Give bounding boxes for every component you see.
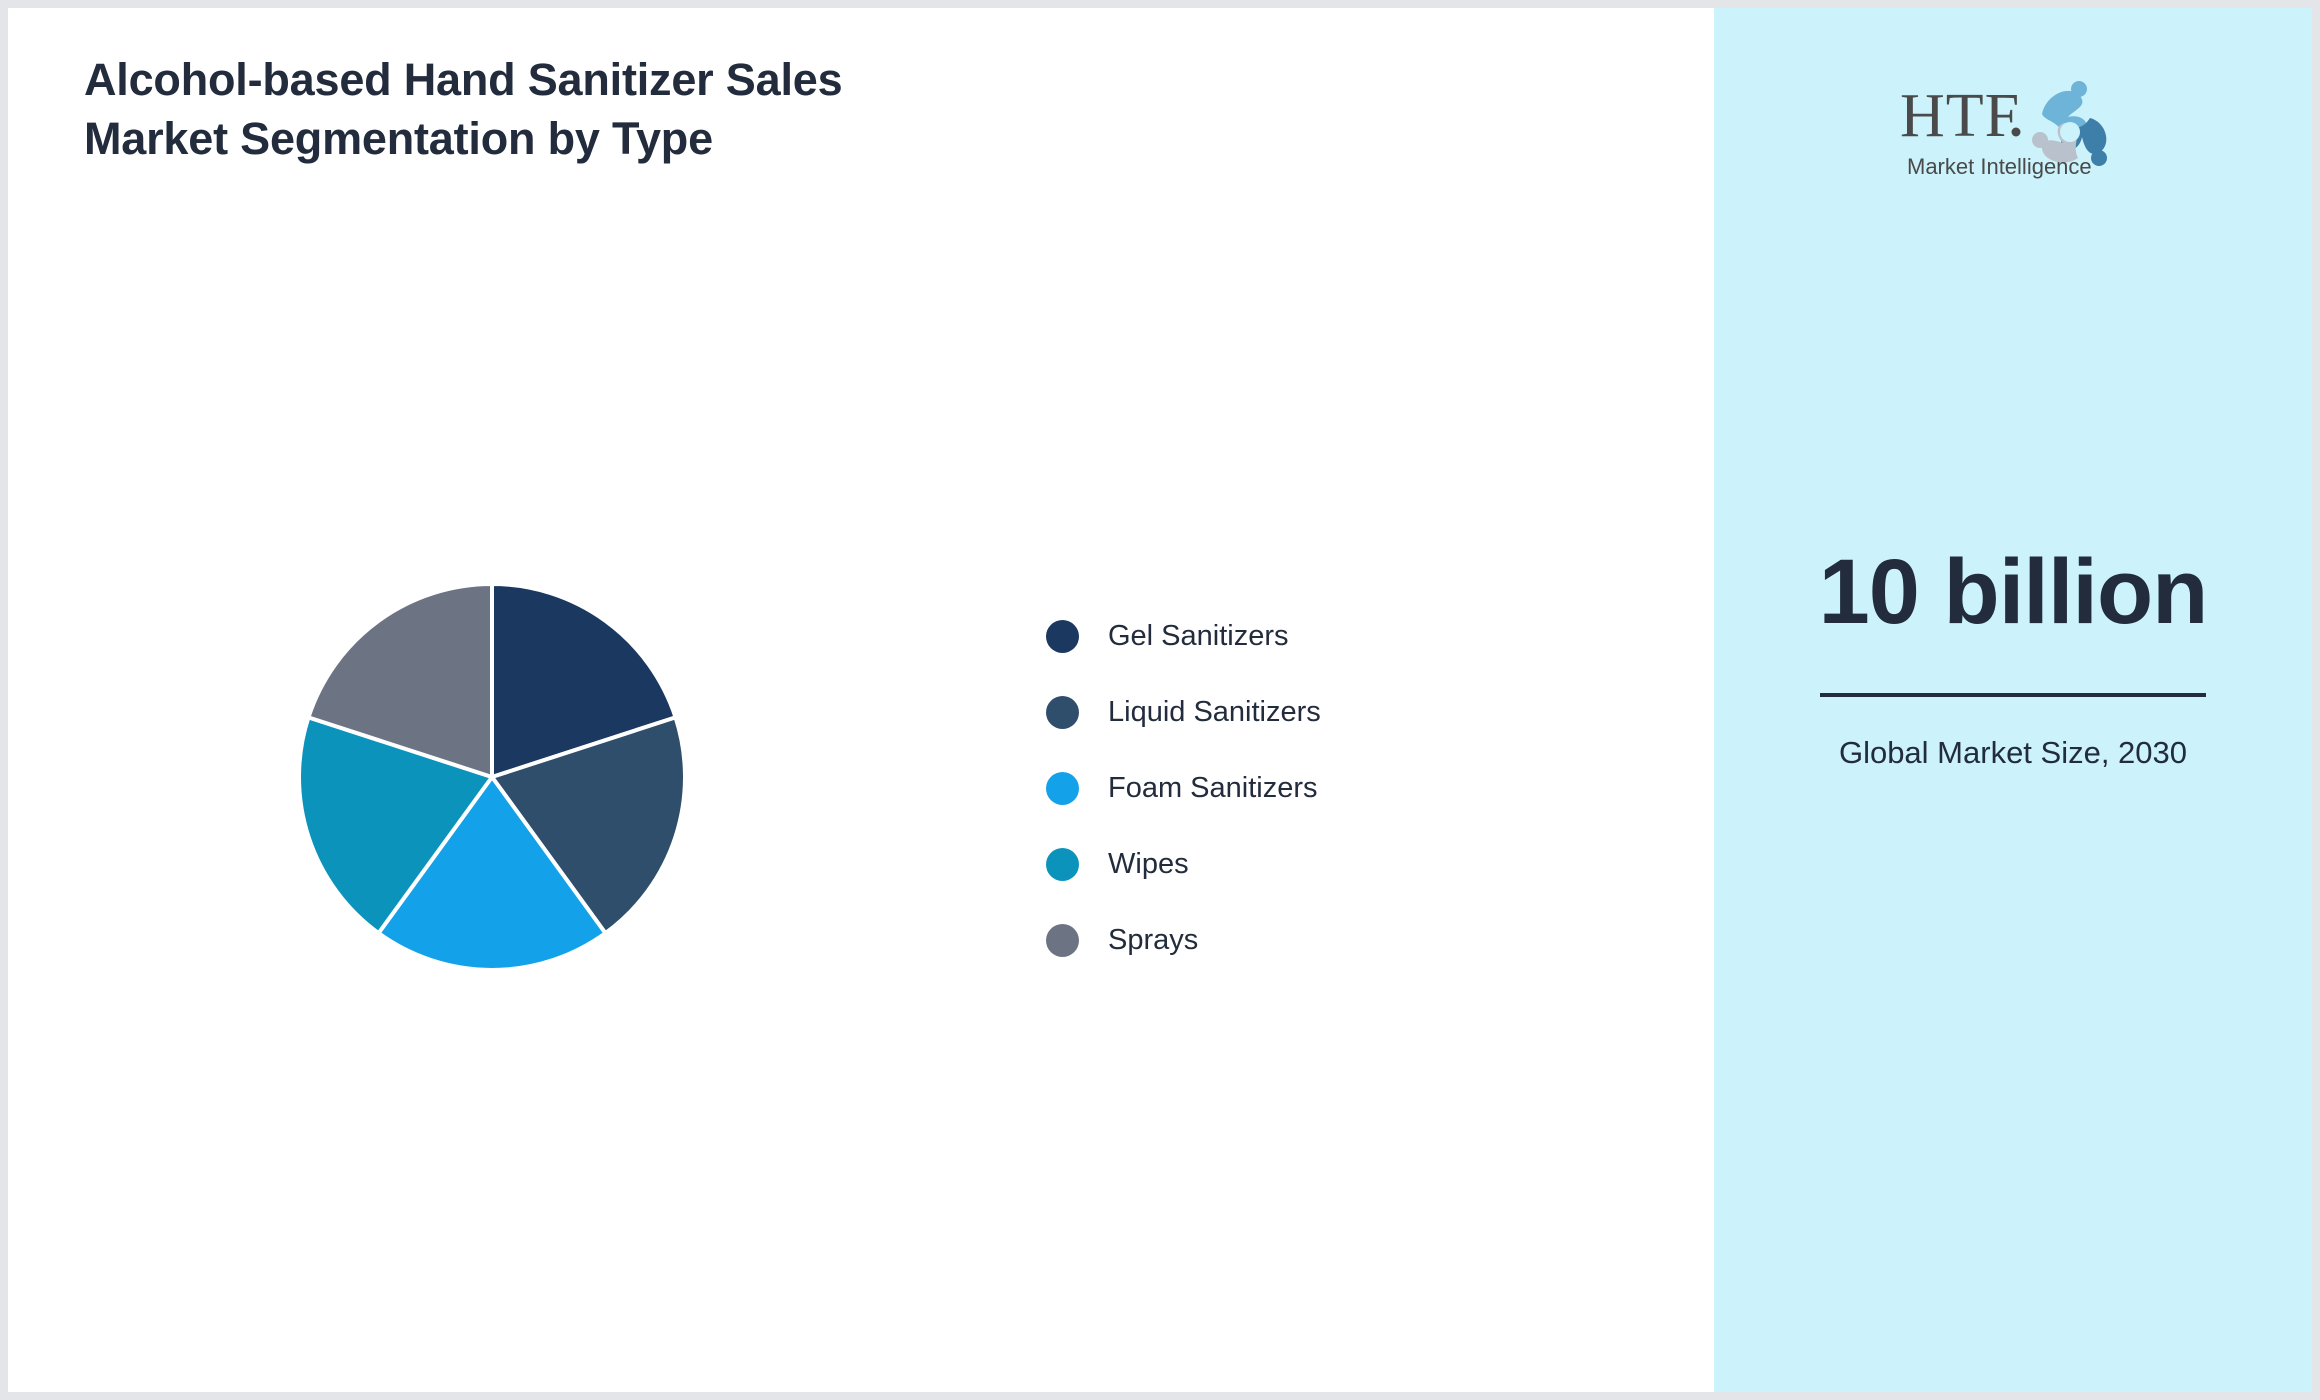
pie-chart <box>297 582 687 972</box>
logo-wordmark: HTF <box>1900 82 2020 150</box>
page-title: Alcohol-based Hand Sanitizer Sales Marke… <box>84 54 843 165</box>
legend-item-sprays[interactable]: Sprays <box>1046 902 1321 978</box>
infographic-canvas: Alcohol-based Hand Sanitizer Sales Marke… <box>8 8 2312 1392</box>
legend-item-foam-sanitizers[interactable]: Foam Sanitizers <box>1046 750 1321 826</box>
legend-item-label: Sprays <box>1108 923 1199 956</box>
pie-slice[interactable] <box>306 582 494 779</box>
stat-caption: Global Market Size, 2030 <box>1838 734 2188 770</box>
chart-legend: Gel Sanitizers Liquid Sanitizers Foam Sa… <box>1046 598 1321 978</box>
legend-item-label: Gel Sanitizers <box>1108 619 1289 652</box>
pie-slice[interactable] <box>297 715 494 936</box>
legend-item-label: Foam Sanitizers <box>1108 771 1318 804</box>
legend-dot-icon <box>1046 619 1079 653</box>
legend-dot-icon <box>1046 695 1079 729</box>
pie-chart-svg <box>297 582 687 972</box>
htf-market-intelligence-logo: HTF Market Intelligence <box>1894 70 2132 182</box>
logo-people-icon <box>2032 81 2107 166</box>
pie-slice[interactable] <box>490 582 678 779</box>
legend-item-label: Wipes <box>1108 847 1189 880</box>
legend-dot-icon <box>1046 771 1079 805</box>
legend-item-wipes[interactable]: Wipes <box>1046 826 1321 902</box>
logo-tagline: Market Intelligence <box>1907 154 2092 179</box>
pie-slice[interactable] <box>376 775 608 972</box>
legend-item-gel-sanitizers[interactable]: Gel Sanitizers <box>1046 598 1321 674</box>
pie-slice[interactable] <box>490 715 687 936</box>
logo-dot-icon <box>2011 127 2021 137</box>
legend-dot-icon <box>1046 847 1079 881</box>
market-size-stat: 10 billion Global Market Size, 2030 <box>1798 538 2228 773</box>
stat-panel: HTF Market Intelligence <box>1714 8 2312 1392</box>
logo-svg: HTF Market Intelligence <box>1900 81 2107 179</box>
legend-item-label: Liquid Sanitizers <box>1108 695 1321 728</box>
stat-value: 10 billion <box>1818 541 2209 643</box>
main-panel: Alcohol-based Hand Sanitizer Sales Marke… <box>8 8 1714 1392</box>
legend-dot-icon <box>1046 923 1079 957</box>
legend-item-liquid-sanitizers[interactable]: Liquid Sanitizers <box>1046 674 1321 750</box>
stat-divider <box>1820 692 2206 697</box>
